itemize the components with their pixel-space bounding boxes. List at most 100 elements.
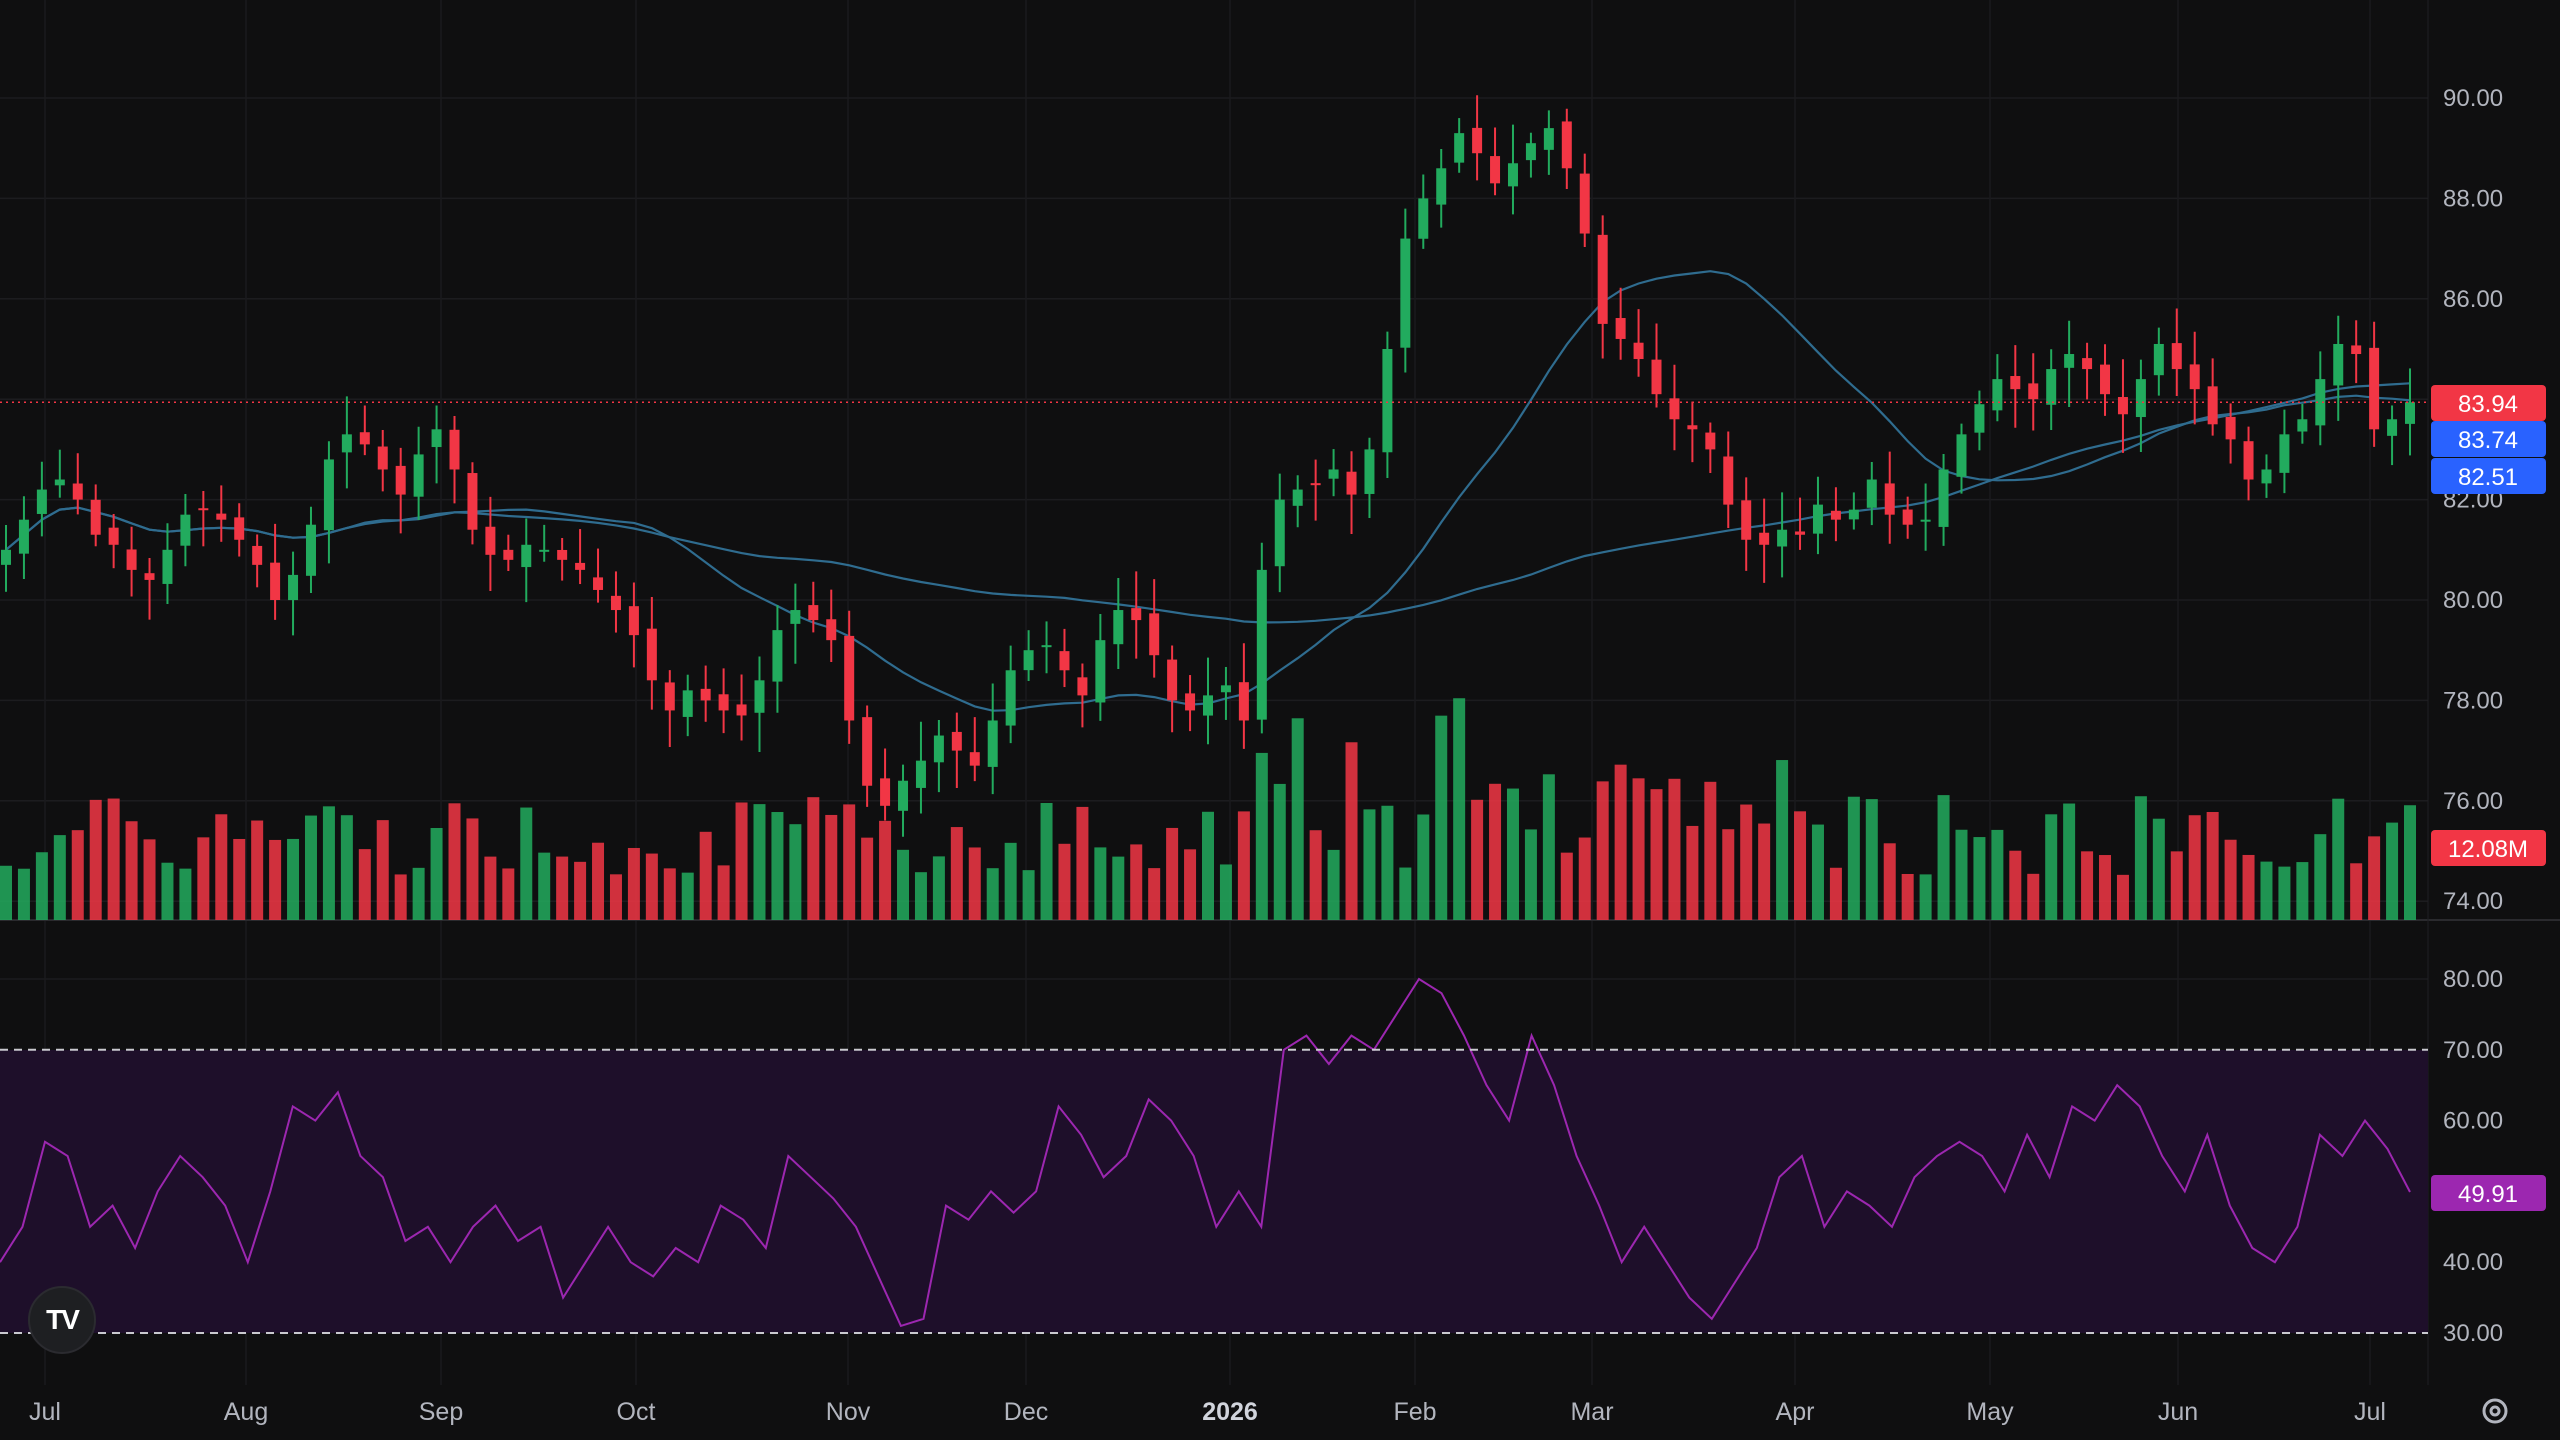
price-axis[interactable]: 90.0088.0086.0084.0082.0080.0078.0076.00…	[2443, 85, 2503, 915]
rsi-tag: 49.91	[2458, 1181, 2518, 1208]
volume-bar	[1614, 764, 1627, 920]
volume-bar	[2242, 854, 2255, 920]
candle-body	[1830, 510, 1841, 520]
rsi-tick-label: 40.00	[2443, 1249, 2503, 1276]
volume-bar	[574, 861, 587, 920]
candle-body	[2189, 364, 2200, 390]
volume-bar	[1184, 849, 1197, 920]
volume-bar	[2045, 814, 2058, 920]
time-tick-label: Nov	[826, 1398, 871, 1426]
volume-bar	[1112, 856, 1125, 920]
volume-bar	[1471, 799, 1484, 920]
volume-bar	[627, 847, 640, 920]
volume-bar	[1202, 811, 1214, 920]
rsi-tick-label: 30.00	[2443, 1320, 2503, 1347]
volume-bar	[1453, 698, 1466, 920]
volume-bar	[251, 820, 264, 920]
volume-bar	[932, 856, 945, 920]
volume-bar	[1668, 778, 1681, 920]
volume-bar	[358, 849, 371, 920]
candle-body	[593, 577, 604, 590]
candle-body	[431, 429, 442, 448]
candle-body	[736, 704, 747, 716]
candle-body	[521, 544, 532, 568]
candle-body	[933, 735, 944, 763]
volume-bar	[1973, 837, 1986, 920]
volume-bar	[2027, 873, 2040, 920]
candle-body	[1741, 500, 1752, 540]
candle-body	[234, 517, 245, 540]
volume-bar	[1076, 806, 1089, 920]
candle-body	[700, 688, 711, 701]
volume-bar	[1919, 874, 1932, 920]
volume-bar	[233, 838, 246, 920]
candle-body	[1454, 133, 1465, 163]
candle-body	[341, 434, 352, 453]
candle-body	[2261, 469, 2272, 484]
candle-body	[1095, 640, 1106, 703]
candle-body	[2333, 343, 2344, 386]
volume-bar	[735, 802, 748, 920]
volume-bar	[269, 839, 282, 920]
candle-body	[1220, 685, 1231, 693]
candle-body	[1615, 318, 1626, 339]
candle-body	[180, 514, 191, 546]
gear-icon[interactable]	[2478, 1394, 2512, 1428]
candle-body	[359, 432, 370, 445]
tradingview-logo-icon[interactable]: TV	[28, 1286, 96, 1354]
candle-body	[2315, 379, 2326, 426]
candle-body	[2171, 343, 2182, 370]
volume-bar	[1901, 873, 1914, 920]
volume-bar	[2170, 851, 2183, 920]
candlesticks[interactable]	[1, 95, 2415, 837]
volume-bar	[914, 872, 927, 920]
volume-bar	[1273, 783, 1286, 920]
volume-bar	[304, 815, 317, 920]
volume-bar	[1345, 742, 1358, 920]
candle-body	[503, 549, 514, 560]
volume-bar	[986, 868, 999, 920]
rsi-axis[interactable]: 80.00 70.00 60.00 40.00 30.00	[2443, 966, 2503, 1347]
volume-bar	[1040, 802, 1053, 920]
volume-bar	[2314, 834, 2327, 920]
volume-bar	[1991, 829, 2004, 920]
candle-body	[880, 778, 891, 806]
volume-bar	[1865, 799, 1878, 920]
volume-bar	[1596, 781, 1609, 920]
volume-bar	[466, 818, 479, 920]
candle-body	[557, 549, 568, 560]
volume-bar	[2350, 863, 2363, 920]
candle-body	[2028, 383, 2039, 400]
volume-bar	[681, 872, 694, 920]
volume-bar	[1632, 778, 1645, 920]
volume-bar	[2188, 815, 2201, 920]
candle-body	[2207, 386, 2218, 425]
volume-bar	[143, 839, 156, 920]
candle-body	[18, 519, 29, 554]
time-axis[interactable]: Jul Aug Sep Oct Nov Dec 2026 Feb Mar Apr May Jun Jul	[29, 1398, 2386, 1426]
volume-tag-bg	[2431, 830, 2546, 866]
candle-body	[2135, 379, 2146, 418]
candle-body	[1472, 127, 1483, 154]
candle-body	[575, 562, 586, 570]
candle-body	[162, 549, 173, 584]
volume-bar	[771, 812, 784, 920]
volume-bar	[2260, 861, 2273, 920]
volume-bar	[179, 868, 192, 920]
volume-bar	[879, 820, 892, 920]
candle-body	[1902, 509, 1913, 525]
volume-bar	[35, 852, 48, 920]
volume-bar	[1524, 829, 1537, 920]
volume-bar	[1506, 788, 1519, 920]
ma-slow-line	[5, 382, 2411, 624]
candle-body	[1418, 198, 1429, 239]
volume-bar	[502, 868, 515, 920]
volume-bar	[789, 824, 802, 920]
volume-bar	[2134, 796, 2147, 920]
candle-body	[1938, 469, 1949, 527]
volume-bar	[2332, 798, 2345, 920]
rsi-tick-label: 60.00	[2443, 1108, 2503, 1135]
volume-bar	[1847, 796, 1860, 920]
candle-body	[718, 694, 729, 711]
